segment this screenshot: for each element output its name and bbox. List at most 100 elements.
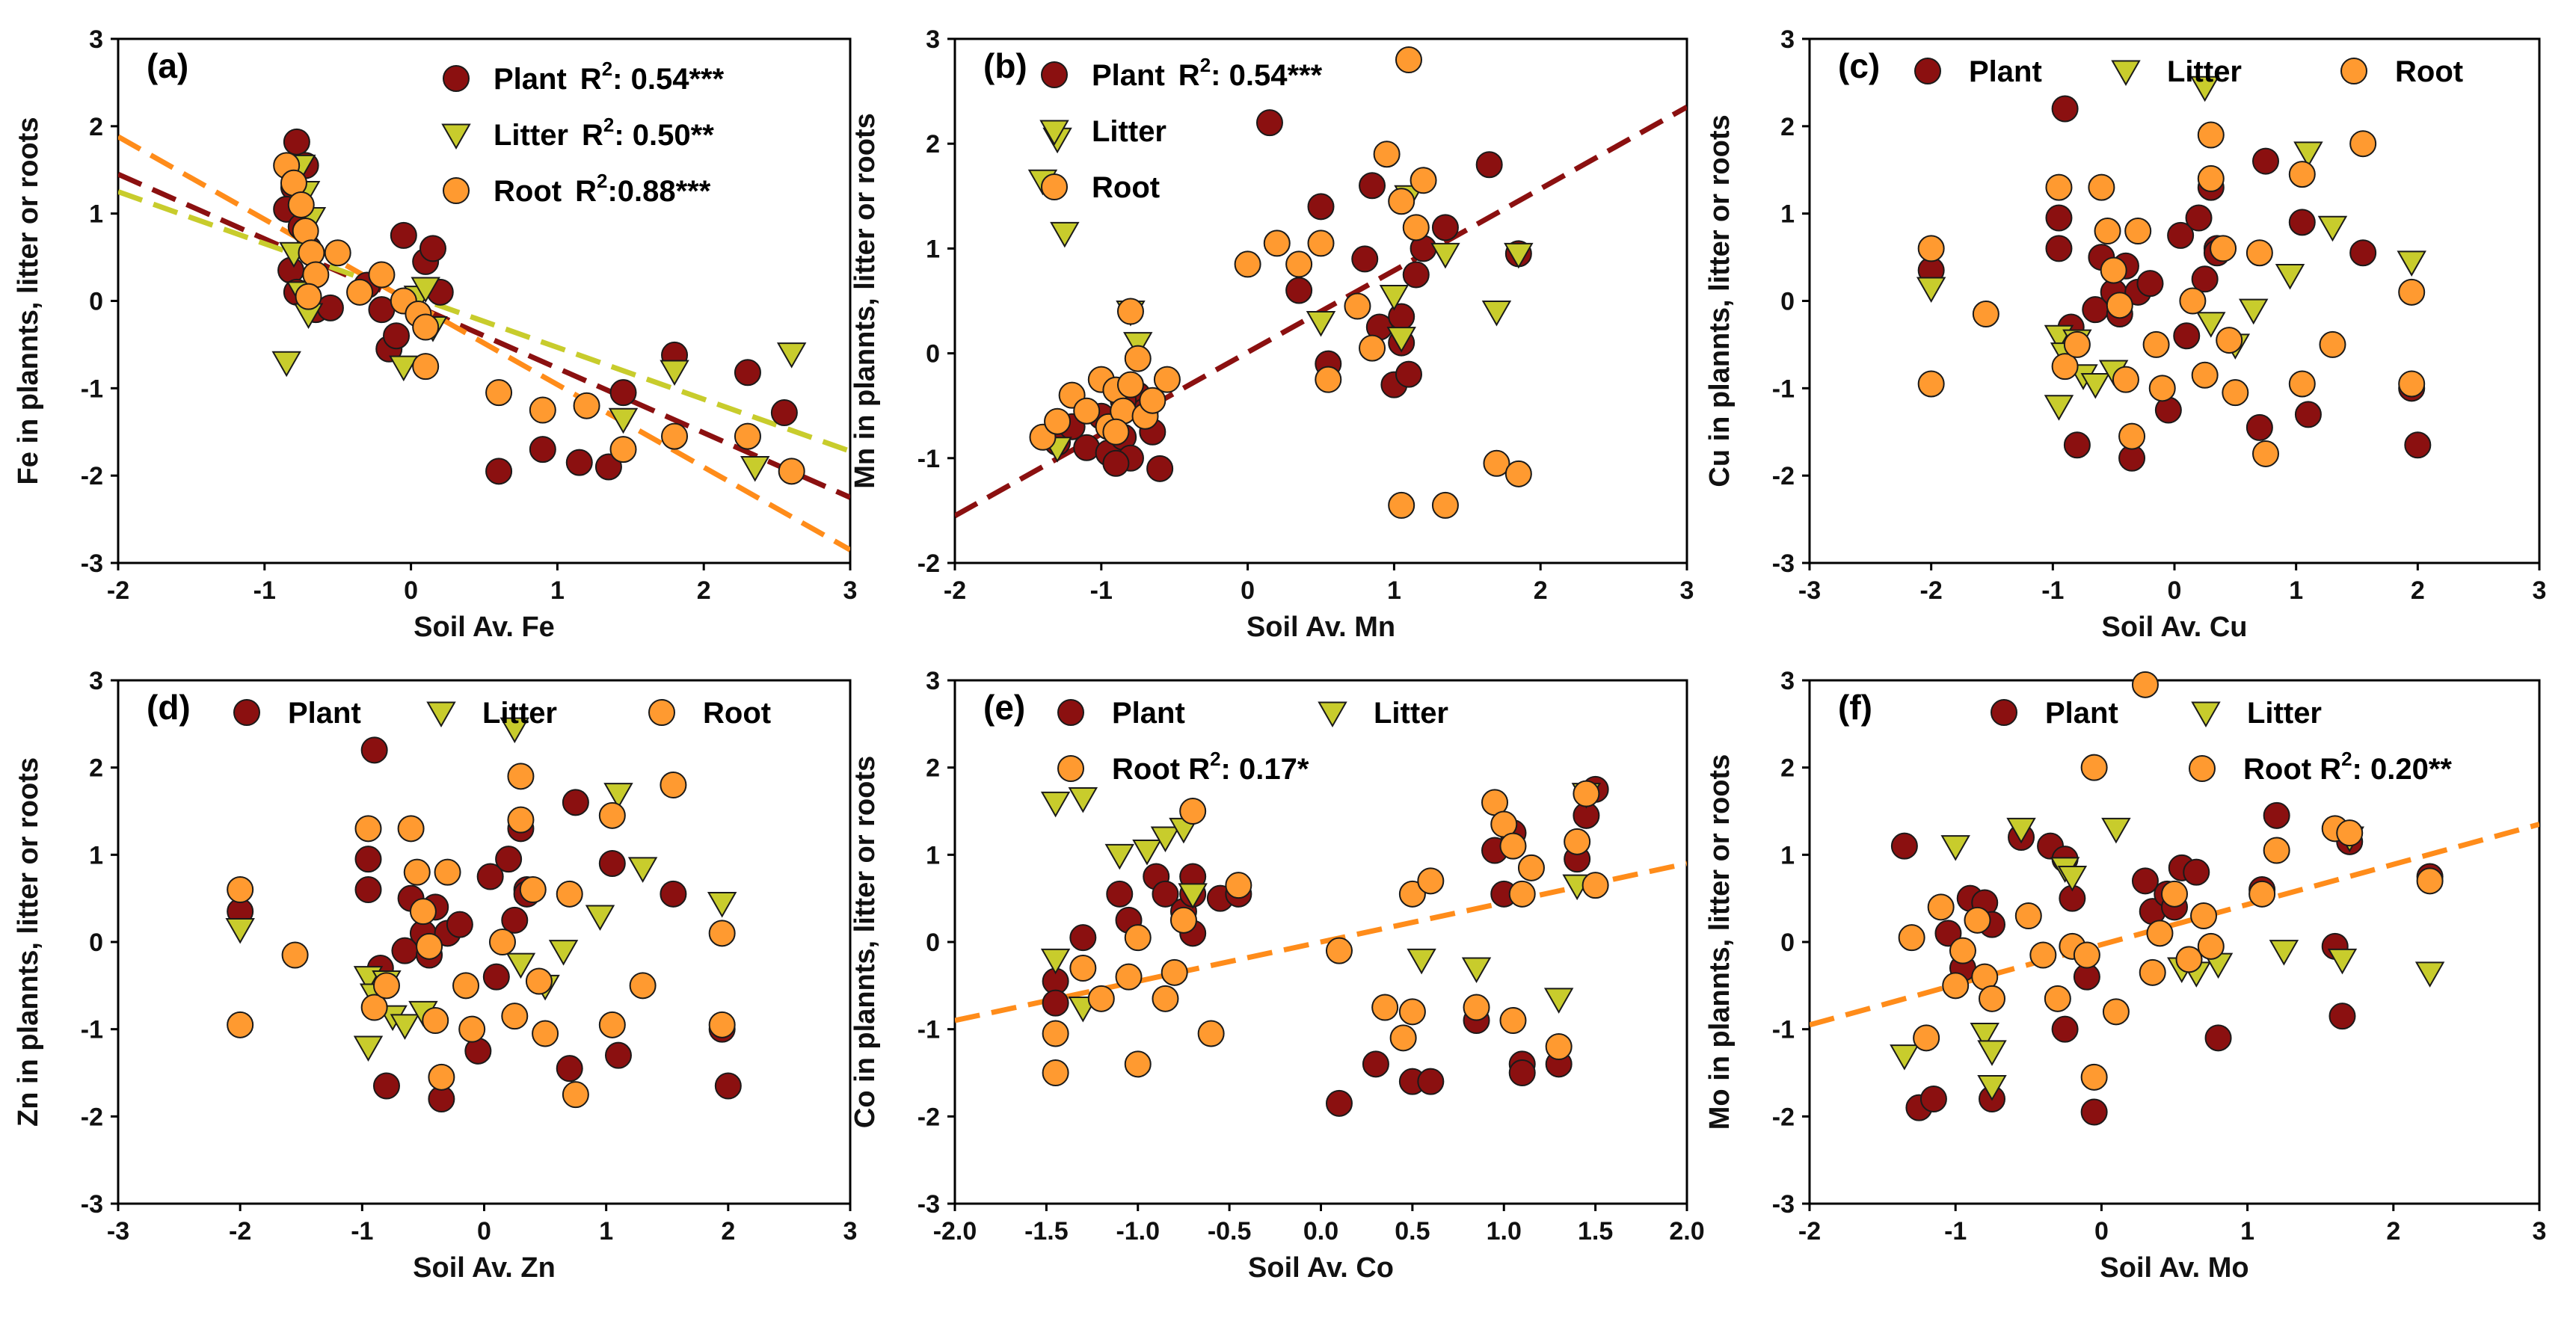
root-point — [1139, 387, 1166, 414]
y-tick-label: 1 — [1780, 841, 1795, 869]
y-tick-label: 1 — [89, 841, 103, 869]
y-tick-label: -3 — [81, 549, 103, 578]
legend-entry-root: Root — [1041, 171, 1160, 204]
x-tick-label: 0 — [2094, 1217, 2109, 1246]
plant-point — [2045, 204, 2073, 232]
root-point — [1499, 1007, 1527, 1034]
x-axis-label: Soil Av. Mo — [2100, 1252, 2248, 1284]
plant-point — [598, 850, 626, 877]
litter-point — [1543, 988, 1574, 1014]
root-point — [1504, 460, 1532, 487]
legend-entry-root: Root R2: 0.17* — [1057, 748, 1309, 786]
x-tick-label: 1 — [2289, 576, 2303, 605]
plot-frame — [117, 37, 852, 564]
y-tick-label: -1 — [917, 1016, 940, 1044]
root-point — [434, 858, 461, 886]
y-tick-label: -3 — [1772, 549, 1795, 578]
plant-point — [1934, 920, 1962, 947]
legend-litter-label: Litter R2: 0.50** — [494, 114, 714, 152]
root-point — [2263, 837, 2290, 864]
root-series — [273, 152, 805, 485]
litter-point — [1970, 1023, 1999, 1049]
x-tick-label: 3 — [1680, 576, 1694, 605]
litter-point — [499, 717, 530, 744]
root-point — [2014, 902, 2042, 929]
legend-plant-marker — [1991, 699, 2017, 726]
plant-point — [1285, 277, 1313, 304]
plant-point — [1152, 880, 1179, 908]
root-point — [1545, 1033, 1573, 1060]
root-point — [2146, 920, 2174, 947]
root-point — [281, 941, 309, 969]
x-tick-label: -1 — [1090, 576, 1113, 605]
litter-point — [1504, 242, 1534, 269]
panel-label: (a) — [147, 46, 188, 85]
root-point — [778, 458, 805, 485]
root-point — [1197, 1020, 1225, 1047]
root-point — [2029, 941, 2057, 969]
legend-entry-root: Root R2:0.88*** — [443, 170, 711, 208]
legend-plant-label: Plant — [288, 697, 361, 730]
root-point — [2148, 375, 2176, 402]
root-point — [2131, 671, 2159, 698]
litter-point — [627, 857, 658, 883]
plant-point — [2263, 801, 2290, 829]
legend-litter-label: Litter — [1374, 697, 1448, 730]
x-tick-label: 1.5 — [1578, 1217, 1613, 1246]
root-point — [2288, 161, 2316, 188]
y-axis-label: Co in plannts, litter or roots — [849, 756, 881, 1128]
root-series — [227, 763, 736, 1109]
plant-point — [476, 863, 504, 890]
litter-point — [1461, 957, 1492, 984]
root-point — [2216, 327, 2243, 354]
root-point — [1042, 1020, 1069, 1047]
x-tick-label: -2 — [107, 576, 129, 605]
plant-point — [354, 846, 382, 873]
legend-entry-litter: Litter — [1039, 115, 1166, 148]
root-point — [532, 1020, 559, 1047]
y-tick-label: 3 — [89, 25, 103, 54]
y-tick-label: 0 — [89, 929, 103, 957]
y-axis-label: Mn in plannts, litter or roots — [849, 113, 881, 488]
x-tick-label: -1 — [1944, 1217, 1967, 1246]
root-point — [598, 1011, 626, 1038]
plant-point — [1362, 1050, 1389, 1078]
litter-fit-line — [118, 189, 850, 454]
root-point — [1344, 292, 1371, 320]
root-point — [2100, 256, 2127, 284]
y-tick-label: 2 — [89, 113, 103, 141]
litter-point — [225, 918, 255, 944]
root-point — [1927, 893, 1955, 921]
root-point — [2349, 130, 2377, 158]
litter-series — [1890, 817, 2445, 1101]
root-point — [1388, 491, 1415, 519]
legend-plant-marker — [1914, 58, 1941, 84]
root-point — [295, 283, 322, 310]
x-tick-label: -1.5 — [1024, 1217, 1069, 1246]
panel-d: -3 -2 -1 0 1 2 3 -3 -2 -1 0 1 2 3 Soil Av. Zn Zn in pla… — [13, 667, 857, 1284]
root-point — [1069, 955, 1097, 982]
root-point — [1225, 872, 1252, 899]
root-point — [1115, 963, 1143, 991]
x-tick-label: -2.0 — [933, 1217, 977, 1246]
litter-point — [548, 940, 579, 966]
root-point — [525, 967, 553, 995]
legend-entry-plant: Plant — [233, 697, 361, 730]
plant-point — [1417, 1068, 1445, 1095]
x-axis-label: Soil Av. Fe — [414, 612, 555, 643]
x-tick-label: 0 — [404, 576, 418, 605]
root-point — [1161, 958, 1188, 986]
plant-point — [419, 235, 446, 262]
plant-series — [227, 736, 742, 1112]
litter-point — [2275, 263, 2305, 290]
root-point — [1169, 906, 1197, 934]
root-point — [2045, 173, 2073, 201]
legend: Plant Litter Root — [233, 697, 771, 730]
plant-point — [562, 789, 589, 816]
root-point — [609, 436, 637, 464]
x-tick-label: 0.0 — [1303, 1217, 1338, 1246]
root-point — [629, 972, 657, 1000]
y-axis-label: Mo in plannts, litter or roots — [1704, 754, 1736, 1130]
y-axis-label: Zn in plannts, litter or roots — [13, 757, 44, 1127]
